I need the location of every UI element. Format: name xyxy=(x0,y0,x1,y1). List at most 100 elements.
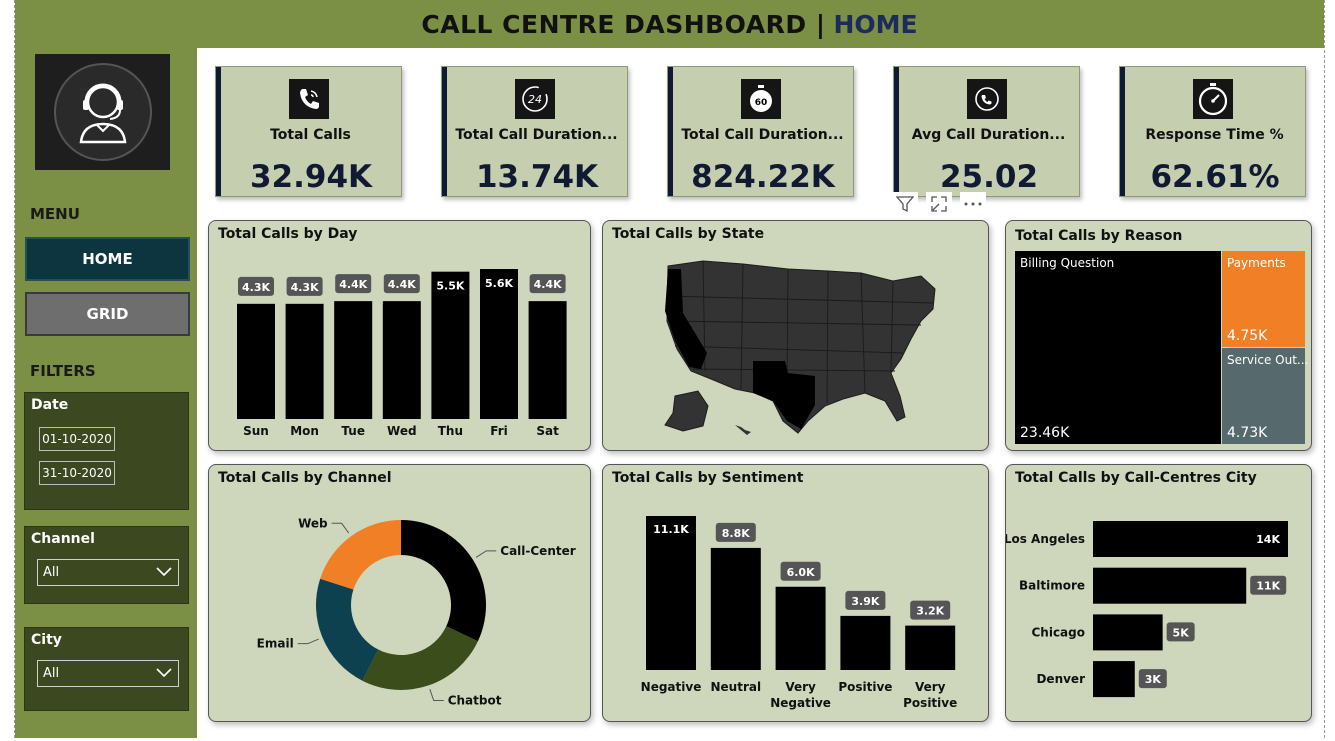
city-select-value: All xyxy=(43,666,60,681)
kpi-value: 25.02 xyxy=(939,159,1039,195)
data-label-bg xyxy=(529,274,566,294)
sentiment-bar[interactable] xyxy=(646,516,696,670)
panel-title: Total Calls by Reason xyxy=(1015,228,1183,244)
24-hours-icon: 24 xyxy=(514,79,555,119)
kpi-title: Total Calls xyxy=(270,127,351,143)
kpi-response-time[interactable]: Response Time % 62.61% xyxy=(1119,66,1306,197)
data-label: 4.3K xyxy=(242,281,270,294)
kpi-title: Response Time % xyxy=(1145,127,1284,143)
kpi-accent-bar xyxy=(668,67,673,196)
city-bar[interactable] xyxy=(1093,614,1163,651)
city-select[interactable]: All xyxy=(37,660,179,687)
stopwatch-60-icon: 60 xyxy=(740,79,781,119)
treemap-payments[interactable]: Payments 4.75K xyxy=(1222,251,1305,347)
day-tick-label: Tue xyxy=(341,424,365,438)
chevron-down-icon xyxy=(156,567,172,577)
panel-calls-by-channel[interactable]: Total Calls by Channel Call-Center Chatbo… xyxy=(208,464,591,722)
day-bar[interactable] xyxy=(237,303,275,419)
data-label: 5.6K xyxy=(485,277,513,290)
day-tick-label: Thu xyxy=(438,424,463,438)
day-bar[interactable] xyxy=(431,271,470,419)
treemap-service-outage[interactable]: Service Out... 4.73K xyxy=(1222,348,1308,444)
kpi-total-call-duration-hours[interactable]: 24 Total Call Duration... 13.74K xyxy=(441,66,628,197)
nav-home-button[interactable]: HOME xyxy=(25,237,190,281)
map-contiguous-us xyxy=(666,260,936,434)
panel-calls-by-day[interactable]: Total Calls by Day 4.3K Sun 4.3K Mon 4.4K Tue… xyxy=(208,220,591,451)
sentiment-tick-label: Very xyxy=(785,680,816,694)
date-end-input[interactable]: 31-10-2020 xyxy=(39,461,115,485)
data-label: 4.4K xyxy=(339,278,367,291)
day-bar[interactable] xyxy=(334,301,373,419)
treemap-label: Billing Question xyxy=(1020,256,1115,270)
data-label-bg xyxy=(1250,575,1287,595)
sentiment-tick-label: Very xyxy=(915,680,946,694)
kpi-accent-bar xyxy=(216,67,221,196)
data-label-bg xyxy=(238,276,274,296)
sentiment-tick-label: Positive xyxy=(838,680,892,694)
panel-title: Total Calls by Day xyxy=(218,226,358,242)
city-bar[interactable] xyxy=(1093,567,1247,604)
donut-slice[interactable] xyxy=(320,520,401,590)
stopwatch-icon xyxy=(1192,79,1233,119)
kpi-total-call-duration-minutes[interactable]: 60 Total Call Duration... 824.22K xyxy=(667,66,854,197)
focus-mode-icon[interactable] xyxy=(926,192,952,216)
kpi-total-calls[interactable]: Total Calls 32.94K xyxy=(215,66,402,197)
phone-icon xyxy=(288,79,329,119)
day-bar[interactable] xyxy=(480,269,518,419)
city-bar[interactable] xyxy=(1093,521,1288,557)
donut-slice[interactable] xyxy=(362,626,478,690)
city-bar[interactable] xyxy=(1093,661,1135,698)
sentiment-bar[interactable] xyxy=(775,586,826,670)
donut-label: Web xyxy=(298,516,328,530)
sentiment-bar[interactable] xyxy=(710,547,761,670)
headset-agent-icon xyxy=(53,63,152,161)
donut-slice[interactable] xyxy=(401,520,486,642)
data-label-bg xyxy=(1138,669,1167,689)
data-label: 5.5K xyxy=(436,280,464,293)
kpi-title: Total Call Duration... xyxy=(455,127,618,143)
day-tick-label: Sun xyxy=(243,424,269,438)
sentiment-tick-label: Negative xyxy=(770,696,831,710)
treemap-billing-question[interactable]: Billing Question 23.46K xyxy=(1015,251,1221,444)
sentiment-bar-chart: 11.1K Negative 8.8K Neutral 6.0K Very Negative… xyxy=(641,516,957,710)
day-tick-label: Mon xyxy=(290,424,319,438)
data-label-bg xyxy=(286,276,323,296)
data-label: 3.2K xyxy=(916,605,944,618)
call-agent-logo xyxy=(35,54,170,170)
data-label-bg xyxy=(1166,622,1195,642)
menu-heading: MENU xyxy=(30,205,80,223)
city-tick-label: Denver xyxy=(1036,672,1085,686)
donut-label: Call-Center xyxy=(500,544,575,558)
leader-line xyxy=(429,689,444,702)
kpi-accent-bar xyxy=(894,67,899,196)
sentiment-bar[interactable] xyxy=(840,615,891,670)
sentiment-bar[interactable] xyxy=(905,625,956,670)
day-bar[interactable] xyxy=(285,303,324,419)
day-bar[interactable] xyxy=(528,301,567,419)
channel-select[interactable]: All xyxy=(37,559,179,586)
more-options-icon[interactable] xyxy=(960,192,986,216)
kpi-accent-bar xyxy=(442,67,447,196)
page-subtitle: HOME xyxy=(833,9,918,39)
date-start-input[interactable]: 01-10-2020 xyxy=(39,427,115,451)
chevron-down-icon xyxy=(156,668,172,678)
panel-calls-by-sentiment[interactable]: Total Calls by Sentiment 11.1K Negative 8.… xyxy=(602,464,989,722)
leader-line xyxy=(475,550,497,558)
nav-grid-button[interactable]: GRID xyxy=(25,292,190,336)
treemap-label: Payments xyxy=(1227,256,1286,270)
kpi-avg-call-duration[interactable]: Avg Call Duration... 25.02 xyxy=(893,66,1080,197)
filter-icon[interactable] xyxy=(892,192,918,216)
date-filter: Date 01-10-2020 31-10-2020 xyxy=(24,392,189,510)
panel-title: Total Calls by Sentiment xyxy=(612,470,804,486)
panel-calls-by-city[interactable]: Total Calls by Call-Centres City Los Ang… xyxy=(1005,464,1312,722)
day-bar[interactable] xyxy=(382,301,421,419)
treemap-value: 23.46K xyxy=(1020,425,1070,441)
kpi-title: Avg Call Duration... xyxy=(911,127,1066,143)
data-label: 8.8K xyxy=(722,527,750,540)
channel-filter: Channel All xyxy=(24,526,189,604)
donut-slice[interactable] xyxy=(316,578,379,681)
header-bar: CALL CENTRE DASHBOARD | HOME xyxy=(15,0,1324,48)
panel-calls-by-reason[interactable]: Total Calls by Reason Billing Question 2… xyxy=(1005,220,1312,451)
city-tick-label: Baltimore xyxy=(1019,579,1085,593)
panel-calls-by-state[interactable]: Total Calls by State xyxy=(602,220,989,451)
